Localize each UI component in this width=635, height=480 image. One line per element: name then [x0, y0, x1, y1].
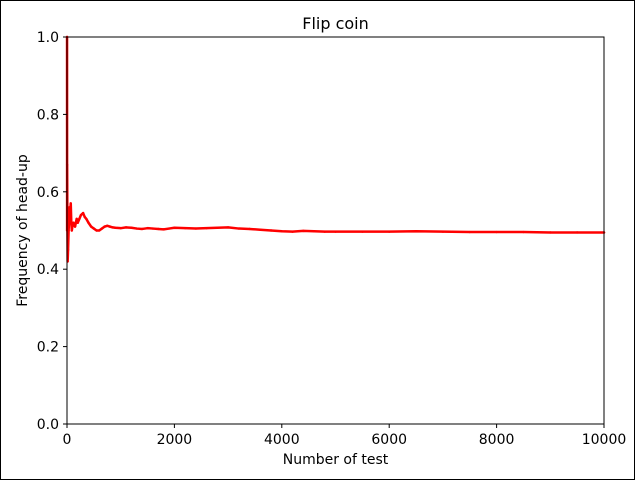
data-point — [151, 227, 155, 230]
data-point — [157, 227, 160, 231]
data-point — [183, 226, 187, 230]
data-point — [119, 226, 122, 230]
x-tick-label: 6000 — [371, 432, 407, 448]
data-point — [146, 226, 149, 230]
data-point — [280, 230, 283, 233]
data-point — [414, 230, 418, 233]
y-axis: 0.0 0.2 0.4 0.6 0.8 1.0 — [37, 30, 67, 433]
data-point — [216, 226, 219, 229]
y-tick-label: 0.4 — [37, 262, 59, 278]
data-point — [85, 217, 88, 221]
data-point — [111, 226, 114, 229]
data-point — [173, 226, 176, 229]
data-point — [361, 230, 364, 233]
data-point — [167, 227, 171, 230]
data-point — [323, 230, 326, 233]
data-point — [130, 226, 133, 229]
data-point — [108, 225, 112, 228]
data-point — [89, 225, 93, 228]
data-point — [81, 211, 85, 215]
data-point — [302, 229, 305, 233]
data-point — [248, 227, 251, 231]
data-point — [226, 226, 230, 229]
data-point — [69, 202, 72, 205]
data-point — [95, 229, 98, 232]
data-point — [75, 217, 78, 221]
data-point — [259, 228, 262, 231]
x-tick-label: 4000 — [264, 432, 300, 448]
axes-frame — [66, 36, 605, 425]
data-point — [92, 227, 96, 230]
y-tick-label: 0.8 — [37, 107, 59, 123]
data-point — [72, 221, 75, 224]
data-point — [87, 221, 90, 224]
data-point — [549, 231, 552, 234]
data-point — [140, 227, 144, 231]
y-tick-label: 1.0 — [37, 30, 59, 46]
data-point — [124, 226, 128, 229]
data-point — [73, 225, 77, 228]
y-tick-label: 0.2 — [37, 340, 59, 356]
data-point — [269, 229, 273, 232]
data-point — [237, 227, 241, 230]
data-point — [495, 230, 498, 234]
data-point — [100, 227, 104, 230]
x-axis: 0 2000 4000 6000 8000 10000 — [63, 424, 627, 448]
data-point — [70, 229, 74, 232]
data-point — [76, 221, 79, 224]
data-point — [69, 209, 72, 213]
data-point — [522, 230, 525, 234]
data-point — [68, 206, 71, 209]
data-point — [388, 230, 391, 233]
y-tick-label: 0.6 — [37, 185, 59, 201]
x-tick-label: 10000 — [582, 432, 627, 448]
y-axis-label: Frequency of head-up — [15, 154, 31, 307]
chart-title: Flip coin — [302, 14, 369, 33]
data-point — [106, 224, 109, 228]
data-point — [312, 230, 316, 233]
data-point — [135, 227, 139, 230]
data-point — [67, 229, 70, 232]
data-point — [70, 221, 73, 224]
data-point — [83, 215, 86, 219]
y-tick-label: 0.0 — [37, 417, 59, 433]
data-point — [78, 217, 81, 221]
data-point — [205, 226, 208, 230]
data-point — [67, 217, 71, 221]
data-point — [162, 228, 165, 231]
data-point — [79, 213, 83, 217]
data-point — [103, 225, 106, 228]
data-point — [468, 230, 471, 234]
data-point — [441, 230, 445, 233]
x-axis-label: Number of test — [283, 452, 389, 468]
data-point — [575, 231, 579, 234]
data-point — [71, 225, 74, 228]
x-tick-label: 8000 — [479, 432, 515, 448]
x-tick-label: 0 — [63, 432, 72, 448]
data-point — [194, 227, 198, 230]
plot-area — [65, 35, 606, 263]
data-point — [334, 230, 337, 233]
data-point — [114, 226, 117, 229]
x-tick-label: 2000 — [157, 432, 193, 448]
data-point — [98, 229, 101, 232]
data-point — [291, 230, 294, 233]
